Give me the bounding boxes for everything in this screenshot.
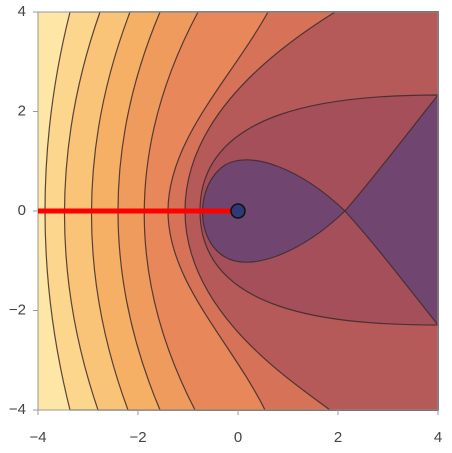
- x-tick-label: 2: [334, 429, 342, 446]
- y-tick-label: −4: [9, 401, 26, 418]
- y-tick-label: −2: [9, 301, 26, 318]
- singular-point: [230, 203, 246, 219]
- x-tick-label: −2: [129, 429, 146, 446]
- y-tick-label: 0: [18, 202, 26, 219]
- x-tick-label: 0: [234, 429, 242, 446]
- y-tick-label: 2: [18, 102, 26, 119]
- x-tick-label: 4: [434, 429, 442, 446]
- y-tick-label: 4: [18, 3, 26, 20]
- x-tick-label: −4: [29, 429, 46, 446]
- contour-bands: [38, 11, 439, 411]
